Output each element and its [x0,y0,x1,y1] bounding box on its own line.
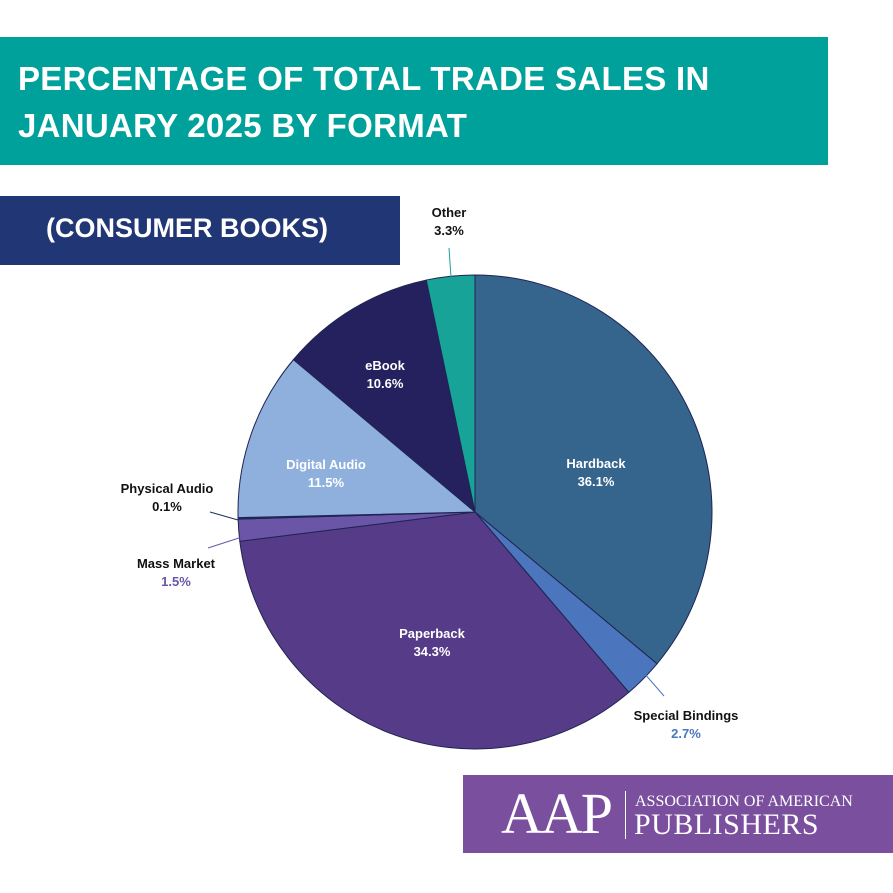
slice-value-hardback: 36.1% [578,474,615,489]
pie-slice-paperback [239,511,630,750]
chart-title-line-2: JANUARY 2025 BY FORMAT [18,107,468,144]
logo-divider [625,791,626,839]
slice-label-physical-audio: Physical Audio [121,481,214,496]
slice-label-hardback: Hardback [566,456,626,471]
pie-slice-hardback [474,274,713,665]
slice-label-ebook: eBook [365,358,406,373]
slice-value-digital-audio: 11.5% [308,475,345,490]
slice-value-paperback: 34.3% [414,644,451,659]
leader-line-physical-audio [209,511,239,521]
pie-slice-ebook [292,279,476,514]
leader-line-other [448,247,452,278]
slice-label-mass-market: Mass Market [137,556,216,571]
leader-line-special-bindings [643,672,665,697]
slice-value-mass-market: 1.5% [161,574,191,589]
slice-label-digital-audio: Digital Audio [286,457,366,472]
slice-value-other: 3.3% [434,223,464,238]
slice-value-physical-audio: 0.1% [152,499,182,514]
chart-subtitle: (CONSUMER BOOKS) [46,213,328,243]
slice-label-paperback: Paperback [399,626,466,641]
slice-value-ebook: 10.6% [367,376,404,391]
logo-mark: AAP [501,781,613,846]
chart-title-line-1: PERCENTAGE OF TOTAL TRADE SALES IN [18,60,710,97]
leader-line-mass-market [207,536,243,549]
logo-text-line-1: ASSOCIATION OF AMERICAN [635,793,853,810]
title-banner: PERCENTAGE OF TOTAL TRADE SALES IN JANUA… [0,37,828,165]
logo-text-line-2: PUBLISHERS [634,808,820,841]
pie-slice-digital-audio [237,358,477,519]
subtitle-banner: (CONSUMER BOOKS) [0,196,400,265]
slice-label-special-bindings: Special Bindings [634,708,739,723]
slice-value-special-bindings: 2.7% [671,726,701,741]
slice-label-other: Other [432,205,467,220]
aap-logo: AAP ASSOCIATION OF AMERICAN PUBLISHERS [463,775,893,853]
